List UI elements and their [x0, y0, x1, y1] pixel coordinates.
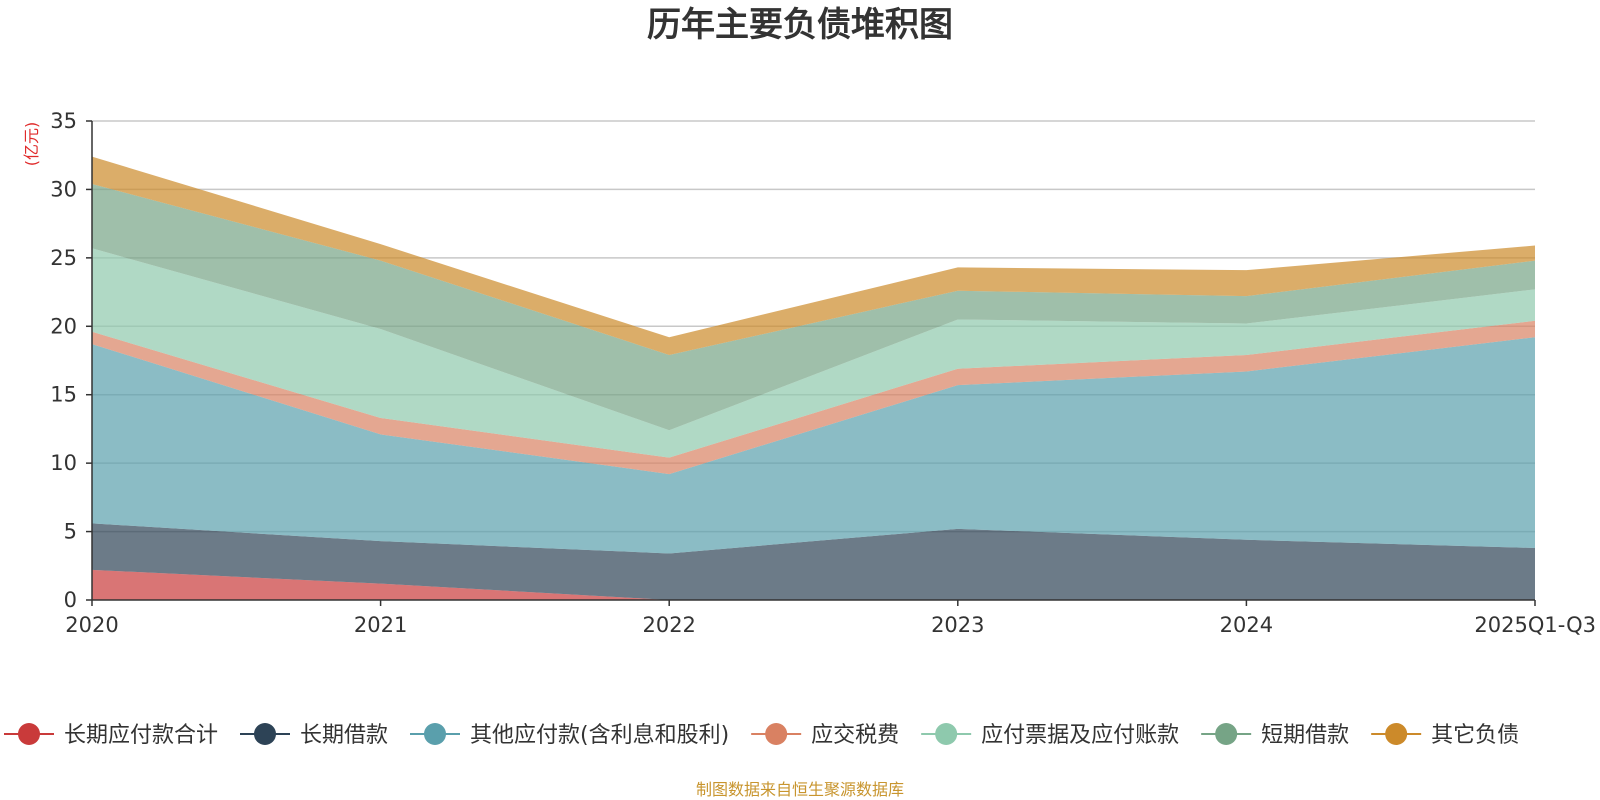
area-series — [92, 156, 1535, 356]
legend-item[interactable]: 应付票据及应付账款 — [921, 723, 1179, 748]
y-tick-label: 10 — [50, 451, 77, 475]
x-tick-label: 2023 — [931, 613, 984, 637]
x-tick-label: 2021 — [354, 613, 407, 637]
area-series-group — [92, 156, 1535, 600]
legend-label: 应付票据及应付账款 — [981, 723, 1179, 748]
legend: 长期应付款合计 长期借款 其他应付款(含利息和股利) 应交税费 应付票据及应付账款 短期借… — [4, 723, 1519, 748]
legend-label: 其他应付款(含利息和股利) — [470, 723, 729, 748]
legend-marker-icon — [18, 723, 40, 745]
y-tick-label: 30 — [50, 177, 77, 201]
legend-marker-icon — [935, 723, 958, 745]
area-series — [92, 248, 1535, 458]
y-tick-label: 0 — [64, 588, 77, 612]
legend-label: 短期借款 — [1261, 723, 1349, 748]
area-series — [92, 320, 1535, 475]
legend-marker-icon — [765, 723, 788, 745]
area-series — [92, 183, 1535, 431]
area-series — [92, 523, 1535, 600]
legend-marker-icon — [1385, 723, 1408, 745]
x-tick-label: 2025Q1-Q3 — [1474, 613, 1596, 637]
y-axis-unit-label: (亿元) — [22, 122, 41, 167]
y-tick-label: 25 — [50, 246, 77, 270]
y-tick-label: 20 — [50, 314, 77, 338]
legend-label: 应交税费 — [811, 723, 899, 748]
y-tick-label: 15 — [50, 383, 77, 407]
legend-marker-icon — [1215, 723, 1238, 745]
area-series — [92, 569, 1535, 600]
y-tick-label: 5 — [64, 520, 77, 544]
x-tick-label: 2020 — [65, 613, 118, 637]
legend-item[interactable]: 其他应付款(含利息和股利) — [410, 723, 729, 748]
legend-item[interactable]: 长期借款 — [240, 723, 388, 748]
x-tick-label: 2024 — [1220, 613, 1273, 637]
legend-marker-icon — [254, 723, 277, 745]
legend-label: 长期应付款合计 — [64, 723, 218, 748]
legend-marker-icon — [424, 723, 447, 745]
legend-item[interactable]: 短期借款 — [1201, 723, 1349, 748]
legend-item[interactable]: 应交税费 — [751, 723, 899, 748]
chart-title: 历年主要负债堆积图 — [647, 5, 953, 45]
axes: 0 5 10 15 20 25 30 35 2020 2021 2022 2023 2024 2025Q1… — [50, 109, 1596, 637]
legend-label: 长期借款 — [300, 723, 388, 748]
y-tick-label: 35 — [50, 109, 77, 133]
area-series — [92, 337, 1535, 554]
legend-item[interactable]: 长期应付款合计 — [4, 723, 218, 748]
legend-label: 其它负债 — [1431, 723, 1519, 748]
x-tick-label: 2022 — [642, 613, 695, 637]
data-source-note: 制图数据来自恒生聚源数据库 — [696, 780, 904, 799]
legend-item[interactable]: 其它负债 — [1371, 723, 1519, 748]
